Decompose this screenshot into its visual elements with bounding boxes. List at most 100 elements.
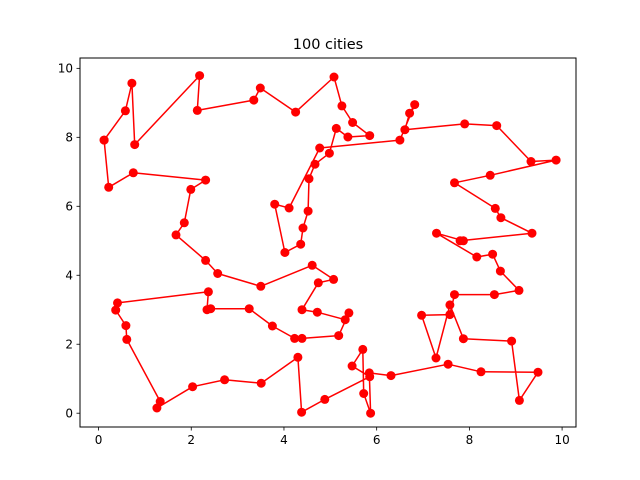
city-point <box>400 125 410 135</box>
city-point <box>280 248 290 257</box>
city-point <box>334 331 344 341</box>
city-point <box>99 135 109 145</box>
x-tick-label: 8 <box>466 433 474 447</box>
city-point <box>297 333 307 343</box>
city-point <box>320 394 330 404</box>
city-point <box>476 367 486 377</box>
city-point <box>460 119 470 129</box>
city-point <box>206 304 216 314</box>
x-tick-label: 10 <box>554 433 569 447</box>
city-point <box>340 315 350 325</box>
city-point <box>324 148 334 158</box>
city-point <box>296 239 306 249</box>
city-point <box>495 266 505 276</box>
city-point <box>312 307 322 317</box>
city-point <box>410 100 420 110</box>
city-point <box>310 159 320 169</box>
city-point <box>203 287 213 297</box>
y-tick-label: 6 <box>65 200 73 214</box>
city-point <box>526 157 536 166</box>
city-point <box>256 378 266 388</box>
city-point <box>496 213 506 223</box>
city-point <box>488 249 498 259</box>
city-point <box>386 371 396 381</box>
city-point <box>358 344 368 354</box>
y-tick-label: 8 <box>65 131 73 145</box>
city-point <box>507 336 517 346</box>
y-tick-label: 4 <box>65 269 73 283</box>
city-point <box>365 372 375 382</box>
city-point <box>186 184 196 194</box>
city-point <box>130 140 140 150</box>
city-point <box>313 278 323 288</box>
city-point <box>485 170 495 180</box>
y-tick-label: 10 <box>58 62 73 76</box>
city-point <box>290 333 300 343</box>
city-point <box>492 121 502 131</box>
city-point <box>365 131 375 141</box>
city-point <box>284 203 294 213</box>
city-point <box>443 359 453 369</box>
city-point <box>417 310 427 320</box>
city-point <box>128 168 138 178</box>
city-point <box>127 78 137 88</box>
city-point <box>270 199 280 209</box>
city-point <box>315 143 325 153</box>
city-point <box>244 304 254 314</box>
city-point <box>458 334 468 344</box>
city-point <box>120 106 130 116</box>
city-point <box>256 281 266 291</box>
city-point <box>192 105 202 115</box>
city-point <box>297 305 307 315</box>
city-point <box>395 135 405 145</box>
x-tick-label: 6 <box>373 433 381 447</box>
city-point <box>514 285 524 295</box>
city-point <box>472 252 482 262</box>
city-point <box>366 408 376 418</box>
city-point <box>155 397 165 406</box>
city-point <box>458 236 468 246</box>
city-point <box>195 71 205 81</box>
x-tick-label: 2 <box>187 433 195 447</box>
city-point <box>337 101 347 111</box>
city-point <box>249 95 259 105</box>
city-point <box>445 310 455 320</box>
axes-frame <box>79 57 577 428</box>
city-point <box>201 175 211 185</box>
city-point <box>179 218 189 228</box>
city-point <box>303 206 313 216</box>
city-point <box>331 123 341 133</box>
city-point <box>347 361 357 371</box>
city-point <box>298 223 308 233</box>
city-point <box>405 108 415 118</box>
city-point <box>551 155 561 165</box>
city-point <box>213 269 223 278</box>
city-point <box>450 178 459 188</box>
y-axis: 0 2 4 6 8 10 <box>58 62 80 421</box>
city-point <box>450 290 459 300</box>
city-point <box>113 298 122 308</box>
city-point <box>490 203 500 213</box>
city-point <box>489 290 499 300</box>
plot-area <box>99 71 561 418</box>
city-point <box>297 407 307 417</box>
city-point <box>329 274 339 284</box>
city-point <box>527 228 537 238</box>
city-point <box>121 321 131 331</box>
chart-title: 100 cities <box>293 37 363 53</box>
city-point <box>343 132 353 142</box>
city-point <box>111 305 121 315</box>
city-point <box>171 230 181 240</box>
city-point <box>514 395 524 405</box>
city-point <box>255 83 265 93</box>
city-point <box>188 382 198 392</box>
city-point <box>533 367 543 377</box>
x-tick-label: 4 <box>280 433 288 447</box>
city-point <box>344 308 354 318</box>
x-axis: 0 2 4 6 8 10 <box>95 427 570 447</box>
city-point <box>329 72 339 82</box>
y-tick-label: 2 <box>65 338 73 352</box>
city-point <box>431 353 441 363</box>
city-point <box>359 389 369 398</box>
